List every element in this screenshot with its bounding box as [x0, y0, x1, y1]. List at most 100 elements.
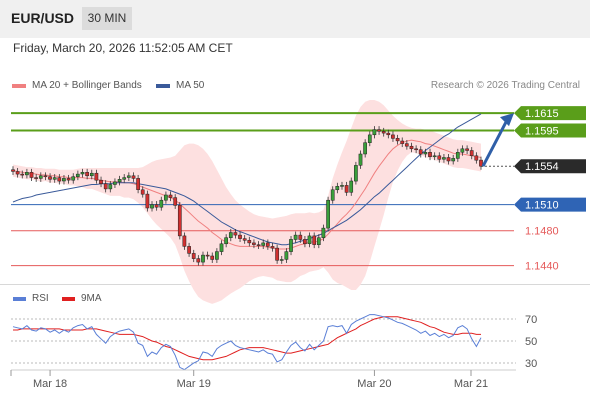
candle-body	[252, 242, 256, 245]
ma20-swatch	[12, 83, 26, 88]
candle-body	[99, 179, 103, 184]
candle-body	[451, 158, 456, 162]
chart-credit: Research © 2026 Trading Central	[430, 80, 580, 91]
candle-body	[168, 194, 173, 198]
candle-body	[15, 171, 20, 175]
candle-body	[159, 199, 164, 208]
legend-ma20: MA 20 + Bollinger Bands	[12, 80, 142, 91]
candle-body	[275, 247, 279, 261]
candle-body	[57, 177, 62, 182]
candle-body	[122, 177, 127, 180]
candle-body	[173, 197, 178, 206]
rsi-tick-label-70: 70	[525, 314, 537, 326]
level-label-1.1510: 1.1510	[525, 200, 559, 212]
candle-body	[187, 246, 191, 254]
candle-body	[414, 148, 418, 151]
candle-body	[465, 148, 469, 151]
candle-body	[298, 234, 303, 240]
candle-body	[367, 134, 372, 143]
header-bar: EUR/USD 30 MIN	[0, 0, 590, 38]
candle-body	[303, 239, 307, 245]
candle-body	[469, 150, 474, 156]
candle-body	[224, 237, 228, 245]
candle-body	[140, 189, 145, 195]
candle-body	[126, 175, 131, 178]
candle-body	[432, 155, 437, 158]
candle-body	[446, 157, 451, 162]
level-tag-1.1554	[514, 159, 586, 174]
candle-body	[11, 169, 15, 172]
x-tick-label-Mar-20: Mar 20	[357, 378, 391, 390]
candle-body	[215, 251, 219, 260]
candle-body	[428, 152, 432, 157]
level-label-1.1440: 1.1440	[525, 261, 559, 273]
candle-body	[409, 145, 414, 150]
candle-body	[205, 254, 210, 257]
candle-body	[108, 184, 113, 190]
ma50-swatch	[156, 83, 170, 88]
candle-body	[340, 185, 344, 187]
candle-body	[136, 178, 140, 190]
candle-body	[344, 185, 349, 193]
level-tag-1.1615	[514, 106, 586, 121]
legend-rsi-ma: 9MA	[62, 293, 102, 304]
candle-body	[386, 132, 391, 136]
candle-body	[210, 255, 215, 260]
candle-body	[289, 239, 293, 252]
candle-body	[48, 176, 52, 180]
candle-body	[377, 129, 381, 132]
level-label-1.1480: 1.1480	[525, 226, 559, 238]
candle-body	[177, 205, 182, 237]
candle-body	[20, 173, 25, 176]
candle-body	[191, 253, 196, 259]
candle-body	[418, 149, 423, 155]
candle-body	[228, 232, 233, 238]
candle-body	[423, 152, 428, 155]
candle-body	[29, 172, 34, 178]
candle-body	[256, 244, 261, 246]
candle-body	[354, 165, 358, 182]
candle-body	[38, 175, 43, 179]
ma20-label: MA 20 + Bollinger Bands	[32, 80, 142, 91]
candle-body	[66, 178, 71, 181]
candle-body	[196, 258, 201, 263]
rsi-ma-line	[13, 316, 481, 361]
candle-body	[358, 153, 363, 166]
candle-body	[34, 177, 38, 179]
candle-body	[307, 235, 312, 244]
rsi-tick-label-30: 30	[525, 358, 537, 370]
level-label-1.1615: 1.1615	[525, 108, 559, 120]
candle-body	[150, 204, 154, 209]
candle-body	[43, 175, 48, 178]
candle-body	[455, 152, 460, 159]
candle-body	[233, 232, 238, 236]
rsi-swatch	[13, 296, 26, 301]
candle-body	[154, 204, 159, 208]
candle-body	[395, 138, 400, 142]
candle-body	[321, 227, 326, 238]
candle-body	[326, 199, 330, 229]
candle-body	[75, 173, 80, 177]
candle-body	[284, 251, 289, 260]
x-tick-label-Mar-19: Mar 19	[177, 378, 211, 390]
level-tag-1.1595	[514, 123, 586, 138]
candle-body	[201, 254, 205, 263]
candle-body	[404, 143, 409, 147]
candle-body	[71, 176, 76, 181]
candle-body	[131, 175, 136, 179]
timeframe-badge[interactable]: 30 MIN	[82, 7, 132, 30]
rsi-line	[12, 314, 482, 371]
panel-separator	[0, 284, 590, 285]
candle-body	[312, 235, 317, 245]
candle-body	[103, 183, 108, 190]
candle-body	[363, 142, 367, 155]
candle-body	[25, 172, 29, 176]
candle-body	[391, 134, 395, 139]
rsi-ma-label: 9MA	[81, 293, 102, 304]
candle-body	[80, 172, 85, 175]
candle-body	[261, 242, 266, 246]
instrument-name: EUR/USD	[11, 10, 75, 26]
candle-body	[270, 246, 275, 249]
legend-ma50: MA 50	[156, 80, 204, 91]
